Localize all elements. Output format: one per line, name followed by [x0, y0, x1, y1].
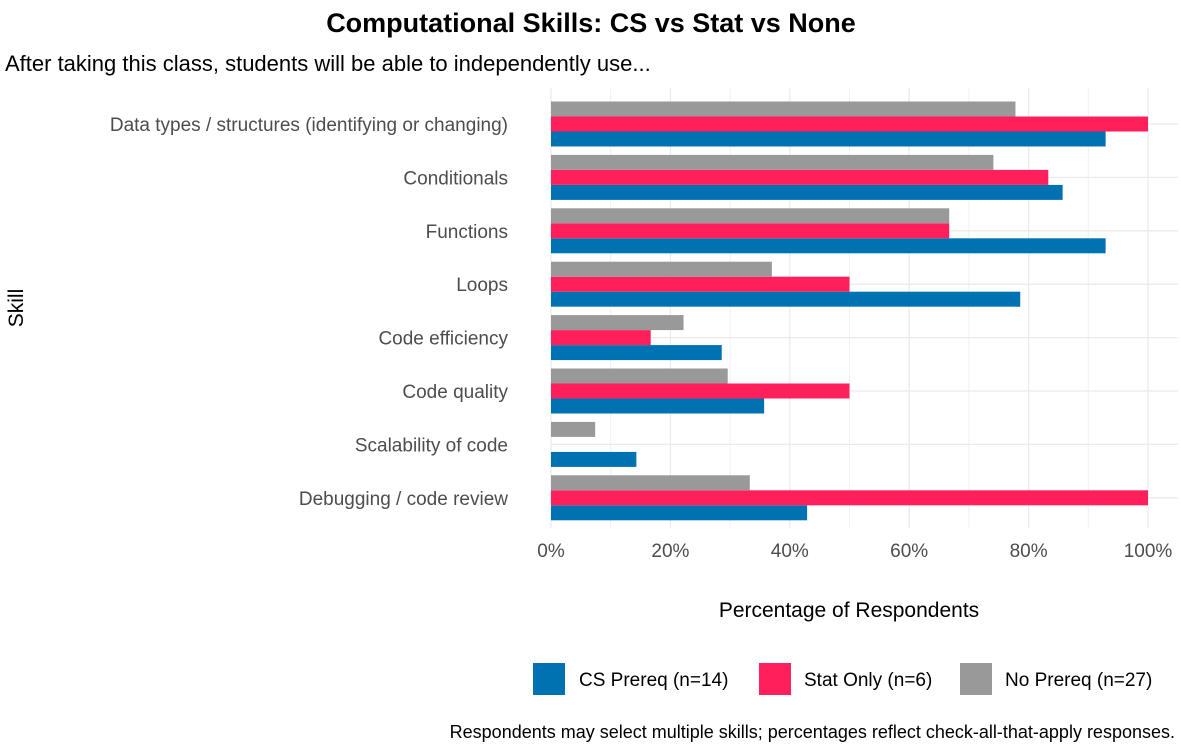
category-label: Conditionals — [403, 168, 508, 189]
bar — [551, 398, 765, 414]
category-label: Data types / structures (identifying or … — [110, 115, 508, 136]
grid — [550, 88, 1178, 528]
bar — [551, 368, 728, 384]
bar — [551, 223, 950, 239]
legend-swatch — [533, 663, 565, 695]
x-tick-label: 100% — [1124, 541, 1173, 562]
chart-title: Computational Skills: CS vs Stat vs None — [326, 8, 856, 38]
x-tick-label: 60% — [890, 541, 928, 562]
bar — [551, 451, 637, 467]
bar — [551, 238, 1106, 254]
category-label: Scalability of code — [355, 435, 508, 456]
bar — [551, 345, 722, 361]
bar — [551, 261, 772, 277]
category-label: Code efficiency — [378, 329, 508, 350]
legend-swatch — [759, 663, 791, 695]
category-label: Functions — [426, 222, 508, 243]
bar — [551, 330, 651, 346]
bar — [551, 315, 684, 331]
x-tick-label: 80% — [1010, 541, 1048, 562]
legend-label: Stat Only (n=6) — [804, 670, 932, 691]
x-tick-label: 20% — [651, 541, 689, 562]
bar — [551, 490, 1148, 506]
x-tick-label: 40% — [771, 541, 809, 562]
bar — [551, 475, 750, 491]
legend-swatch — [960, 663, 992, 695]
bar — [551, 208, 950, 224]
bar — [551, 169, 1049, 185]
x-tick-labels: 0% 20% 40% 60% 80% 100% — [537, 541, 1172, 562]
chart-caption: Respondents may select multiple skills; … — [450, 722, 1175, 742]
bar — [551, 184, 1063, 200]
x-axis-title: Percentage of Respondents — [719, 599, 979, 622]
bar — [551, 116, 1148, 132]
bar — [551, 131, 1106, 147]
category-label: Debugging / code review — [299, 489, 508, 510]
bars — [551, 101, 1148, 521]
bar — [551, 276, 850, 292]
legend-label: No Prereq (n=27) — [1005, 670, 1152, 691]
y-axis-title: Skill — [5, 289, 28, 328]
chart-subtitle: After taking this class, students will b… — [5, 51, 651, 76]
legend-label: CS Prereq (n=14) — [579, 670, 728, 691]
category-labels: Data types / structures (identifying or … — [110, 115, 509, 510]
bar — [551, 383, 850, 399]
legend: CS Prereq (n=14) Stat Only (n=6) No Prereq… — [533, 663, 1152, 695]
category-label: Code quality — [402, 382, 508, 403]
bar — [551, 291, 1021, 307]
bar — [551, 101, 1016, 117]
bar — [551, 154, 994, 170]
bar — [551, 505, 808, 521]
x-tick-label: 0% — [537, 541, 565, 562]
category-label: Loops — [456, 275, 508, 296]
bar — [551, 421, 596, 437]
